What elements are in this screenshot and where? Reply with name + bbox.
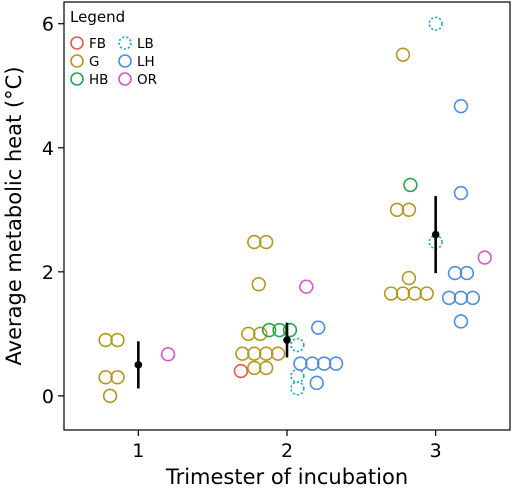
point-g — [110, 332, 125, 348]
point-g — [247, 346, 262, 361]
point-lh — [316, 356, 332, 371]
point-g — [258, 346, 274, 361]
point-lh — [309, 375, 324, 391]
point-lh — [453, 290, 469, 306]
point-g — [235, 346, 250, 361]
point-lh — [311, 320, 326, 335]
data-points — [98, 16, 492, 404]
x-axis: 1 2 3 — [132, 430, 442, 462]
point-hb — [261, 322, 277, 338]
point-g — [98, 370, 113, 385]
x-tick-label: 1 — [132, 440, 144, 462]
x-axis-label: Trimester of incubation — [165, 465, 408, 489]
point-lh — [459, 265, 475, 281]
legend-title: Legend — [70, 8, 125, 26]
point-g — [389, 202, 405, 217]
plot-panel — [63, 1, 511, 431]
point-lh — [453, 99, 469, 114]
legend-swatch-fb — [70, 36, 84, 50]
mean-point — [431, 230, 440, 239]
point-lb — [290, 368, 305, 384]
point-lh — [453, 314, 469, 329]
point-hb — [403, 177, 418, 193]
point-lh — [453, 185, 469, 201]
point-lh — [293, 356, 308, 371]
x-tick-label: 3 — [430, 440, 442, 462]
point-g — [247, 234, 262, 250]
point-g — [98, 332, 113, 348]
legend-label-hb: HB — [89, 72, 108, 88]
point-lb — [428, 16, 443, 31]
point-g — [270, 346, 286, 361]
point-or — [477, 250, 492, 265]
point-g — [247, 360, 262, 376]
point-g — [419, 286, 434, 301]
point-lh — [447, 265, 463, 281]
point-lh — [328, 356, 344, 371]
point-or — [299, 279, 314, 294]
point-lh — [441, 290, 457, 306]
point-or — [160, 347, 176, 362]
point-g — [401, 270, 417, 286]
point-lb — [290, 381, 305, 396]
legend-swatch-g — [70, 54, 84, 68]
y-axis-label: Average metabolic heat (°C) — [2, 66, 26, 365]
legend-label-fb: FB — [89, 36, 106, 52]
point-lh — [465, 290, 481, 306]
legend-swatch-hb — [70, 72, 84, 86]
point-lb — [290, 337, 305, 353]
mean-point — [134, 361, 143, 369]
legend-swatch-or — [118, 72, 132, 86]
point-g — [258, 360, 274, 376]
point-g — [258, 234, 274, 250]
y-axis: 0 2 4 6 — [42, 14, 64, 408]
y-tick-label: 6 — [42, 14, 54, 36]
x-tick-label: 2 — [281, 440, 293, 462]
point-g — [110, 370, 125, 385]
point-g — [241, 326, 256, 342]
point-g — [102, 388, 118, 404]
mean-point — [283, 336, 291, 344]
y-tick-label: 2 — [42, 262, 54, 284]
point-g — [383, 286, 399, 301]
mean-error-bars — [134, 196, 440, 389]
point-g — [407, 286, 423, 301]
y-tick-label: 4 — [42, 138, 54, 160]
point-hb — [282, 322, 298, 338]
point-g — [395, 47, 411, 62]
legend-label-g: G — [89, 54, 99, 70]
legend-swatch-lb — [118, 36, 132, 50]
legend-swatch-lh — [118, 54, 132, 68]
legend-label-or: OR — [137, 72, 157, 88]
point-lh — [305, 356, 320, 371]
legend-label-lh: LH — [137, 54, 155, 70]
legend: Legend FB LB G LH HB OR — [70, 8, 157, 88]
point-g — [401, 202, 417, 217]
y-tick-label: 0 — [42, 386, 54, 408]
legend-label-lb: LB — [137, 36, 154, 52]
point-g — [395, 286, 411, 301]
point-fb — [233, 363, 249, 379]
point-g — [251, 277, 266, 292]
point-g — [253, 326, 268, 342]
